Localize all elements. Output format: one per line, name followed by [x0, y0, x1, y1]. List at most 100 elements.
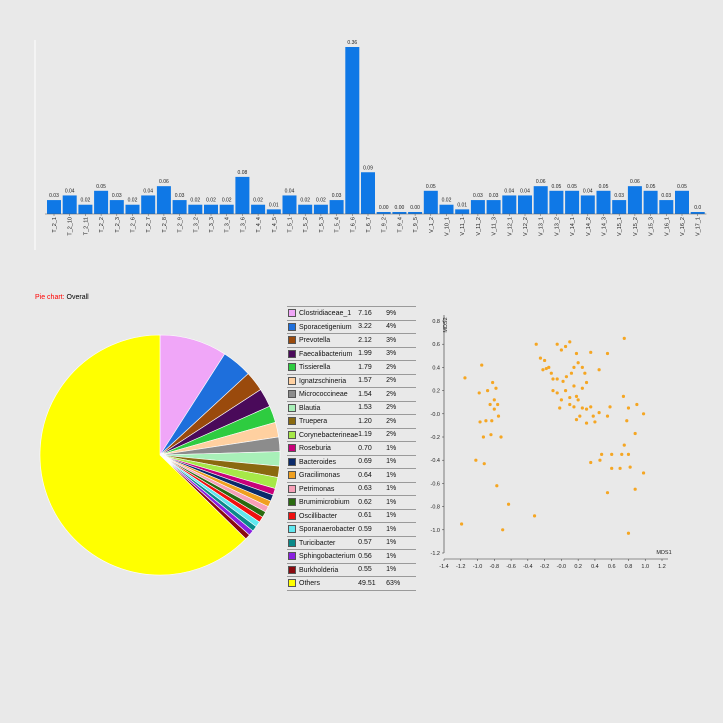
mds-point: [477, 391, 481, 395]
bar-category-label: V_10_1: [445, 217, 451, 236]
legend-value: 0.57: [358, 536, 387, 550]
legend-name-cell: Sphingobacterium: [287, 549, 359, 564]
mds-point: [538, 356, 543, 360]
mds-point: [625, 419, 629, 423]
legend-swatch: [288, 349, 296, 358]
bar-category-label: V_12_1: [507, 217, 513, 236]
legend-row: Corynebacterineae 1.19 2%: [287, 428, 417, 442]
bar-value-label: 0.03: [661, 193, 671, 199]
mds-point: [480, 363, 484, 367]
legend-percent: 1%: [386, 468, 417, 483]
mds-point: [626, 531, 631, 535]
legend-percent: 2%: [386, 414, 417, 429]
bar-V_14_3: [596, 190, 611, 214]
bar-T_2_10: [62, 195, 77, 214]
bar-category-label: T_9_5: [413, 217, 419, 233]
bar-category-label: T_2_9: [178, 217, 184, 233]
legend-row: Brumimicrobium 0.62 1%: [287, 495, 417, 510]
pie-title-prefix: Pie chart:: [35, 294, 65, 301]
legend-row: Tissierella 1.79 2%: [287, 360, 417, 375]
legend-value: 0.63: [358, 482, 387, 496]
legend-name: Prevotella: [299, 337, 331, 345]
mds-point: [593, 420, 597, 424]
bar-T_3_4: [219, 204, 234, 214]
legend-name: Micrococcineae: [299, 391, 348, 399]
mds-point: [496, 414, 501, 418]
mds-point: [641, 471, 646, 475]
legend-name: Bacteroides: [299, 458, 336, 466]
bar-category-label: V_15_1: [617, 217, 623, 236]
legend-swatch: [288, 511, 296, 520]
mds-point: [555, 391, 559, 395]
legend-name: Petrimonas: [299, 485, 335, 493]
bar-V_12_2: [518, 195, 532, 214]
legend-row: Gracilimonas 0.64 1%: [287, 468, 417, 483]
bar-value-label: 0.03: [473, 193, 483, 199]
bar-category-label: V_14_3: [602, 217, 608, 236]
mds-point: [460, 522, 464, 526]
mds-point: [568, 402, 572, 407]
legend-name: Sporanaerobacter: [299, 526, 356, 534]
mds-point: [482, 462, 486, 466]
bar-T_5_3: [313, 204, 328, 214]
legend-name-cell: Brumimicrobium: [287, 495, 359, 510]
legend-row: Bacteroides 0.69 1%: [287, 455, 417, 469]
mds-x-tick-label: 0.6: [608, 564, 616, 570]
bar-category-label: T_2_2: [99, 217, 105, 233]
bar-value-label: 0.05: [646, 184, 656, 190]
mds-point: [605, 414, 610, 418]
mds-point: [605, 351, 610, 356]
legend-value: 0.70: [358, 441, 387, 456]
mds-x-tick-label: -0.4: [523, 564, 532, 570]
mds-point: [620, 452, 624, 456]
legend-row: Blautia 1.53 2%: [287, 401, 417, 415]
bar-category-label: V_14_2: [586, 217, 592, 236]
mds-point: [541, 368, 545, 372]
legend-percent: 3%: [386, 347, 417, 361]
bar-T_4_5: [266, 209, 281, 214]
mds-point: [501, 528, 505, 532]
bar-T_2_2: [94, 190, 109, 214]
bar-value-label: 0.01: [269, 202, 279, 208]
legend-name-cell: Oscillibacter: [287, 509, 359, 523]
mds-point: [568, 340, 572, 344]
legend-percent: 2%: [386, 401, 417, 415]
legend-value: 1.54: [358, 387, 387, 402]
legend-swatch: [288, 417, 296, 426]
bar-T_2_9: [172, 200, 187, 214]
mds-point: [494, 386, 498, 390]
legend-value: 0.64: [358, 468, 387, 483]
mds-y-tick-label: -0.2: [431, 435, 440, 441]
mds-x-tick-label: 0.8: [625, 564, 633, 570]
legend-percent: 2%: [386, 360, 417, 375]
legend-name-cell: Clostridiaceae_1: [287, 306, 359, 321]
legend-name-cell: Ignatzschineria: [287, 374, 359, 388]
mds-point: [633, 431, 637, 436]
mds-point: [495, 484, 499, 488]
bar-value-label: 0.09: [363, 165, 373, 171]
mds-point: [559, 348, 563, 352]
legend-value: 1.57: [358, 374, 387, 388]
legend-value: 1.19: [358, 428, 387, 442]
bar-T_6_6: [345, 47, 360, 214]
legend-name: Turicibacter: [299, 539, 336, 547]
bar-value-label: 0.04: [143, 188, 153, 194]
bar-T_3_6: [235, 176, 250, 214]
bar-value-label: 0.04: [504, 188, 514, 194]
bar-T_5_1: [282, 195, 297, 214]
legend-name: Oscillibacter: [299, 512, 338, 520]
mds-point: [574, 394, 579, 398]
mds-point: [584, 407, 589, 411]
bar-V_10_1: [439, 204, 454, 214]
legend-swatch: [288, 444, 296, 453]
mds-point: [576, 398, 580, 402]
legend-name-cell: Bacteroides: [287, 455, 359, 469]
legend-name: Sphingobacterium: [299, 553, 356, 561]
legend-name: Others: [299, 580, 321, 588]
bar-category-label: T_2_6: [131, 217, 137, 233]
legend-percent: 1%: [386, 495, 417, 510]
mds-point: [555, 342, 559, 346]
legend-row: Faecalibacterium 1.99 3%: [287, 347, 417, 361]
bar-value-label: 0.00: [410, 205, 420, 211]
legend-row: Prevotella 2.12 3%: [287, 333, 417, 348]
